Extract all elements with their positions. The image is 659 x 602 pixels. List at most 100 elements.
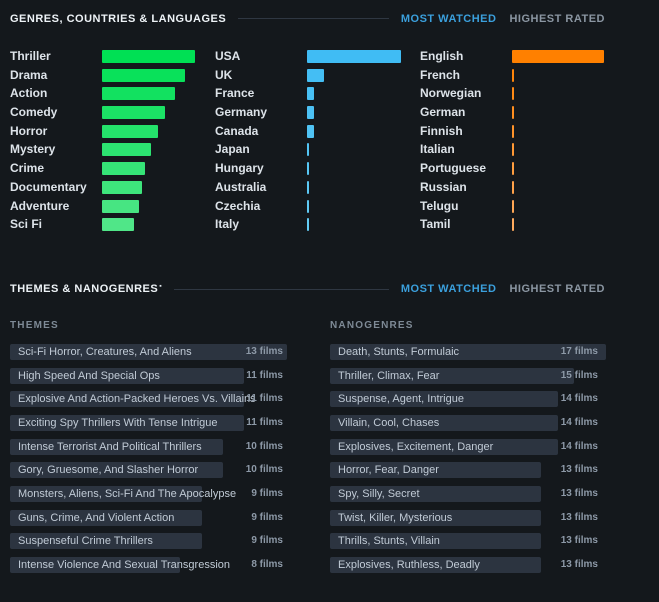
themes-bar[interactable]: Suspenseful Crime Thrillers <box>10 533 202 550</box>
genres-row: Documentary <box>10 179 195 194</box>
nanogenres-label: Villain, Cool, Chases <box>338 416 440 429</box>
nanogenres-bar[interactable]: Thrills, Stunts, Villain <box>330 533 542 550</box>
countries-bar[interactable] <box>307 199 309 213</box>
tab-highest-rated[interactable]: HIGHEST RATED <box>509 12 605 25</box>
themes-row: Explosive And Action-Packed Heroes Vs. V… <box>10 391 283 408</box>
film-count: 13 films <box>560 464 598 476</box>
languages-bar[interactable] <box>512 162 514 176</box>
languages-bar[interactable] <box>512 143 514 157</box>
languages-row: Norwegian <box>420 87 605 101</box>
genres-category-label: Documentary <box>10 179 87 194</box>
nanogenres-bar[interactable]: Thriller, Climax, Fear <box>330 367 574 384</box>
film-count: 10 films <box>245 464 283 476</box>
nanogenres-bar[interactable]: Suspense, Agent, Intrigue <box>330 391 558 408</box>
nanogenres-row: Villain, Cool, Chases 14 films <box>330 414 598 431</box>
countries-category-label: Japan <box>215 142 250 157</box>
genres-bar[interactable] <box>102 199 140 213</box>
genres-bar[interactable] <box>102 218 134 232</box>
film-count: 15 films <box>560 369 598 381</box>
languages-bar[interactable] <box>512 124 514 138</box>
nanogenres-bar[interactable]: Death, Stunts, Formulaic <box>330 343 607 360</box>
countries-row: Canada <box>215 124 400 138</box>
languages-row: German <box>420 106 605 120</box>
genres-category-label: Drama <box>10 67 48 82</box>
section-title: THEMES & NANOGENRES▪ <box>10 283 163 296</box>
languages-category-label: Telugu <box>420 198 459 213</box>
section-header-genres-countries-languages: GENRES, COUNTRIES & LANGUAGES MOST WATCH… <box>10 12 605 25</box>
themes-bar[interactable]: Intense Terrorist And Political Thriller… <box>10 438 223 455</box>
countries-category-label: Germany <box>215 105 268 120</box>
themes-bar[interactable]: Guns, Crime, And Violent Action <box>10 509 202 526</box>
tab-most-watched[interactable]: MOST WATCHED <box>400 12 497 25</box>
countries-row: Germany <box>215 105 400 120</box>
countries-bar[interactable] <box>307 143 309 157</box>
countries-bar[interactable] <box>307 162 309 176</box>
countries-bar[interactable] <box>307 180 309 194</box>
themes-bar[interactable]: Intense Violence And Sexual Transgressio… <box>10 557 230 574</box>
bar-track <box>102 180 195 194</box>
languages-bar[interactable] <box>512 87 514 101</box>
themes-bar[interactable]: Exciting Spy Thrillers With Tense Intrig… <box>10 414 245 431</box>
nanogenres-label: Spy, Silly, Secret <box>338 488 420 500</box>
nanogenres-bar[interactable]: Twist, Killer, Mysterious <box>330 509 542 526</box>
nanogenres-bar[interactable]: Horror, Fear, Danger <box>330 462 542 479</box>
tab-most-watched[interactable]: MOST WATCHED <box>400 283 497 296</box>
genres-row: Drama <box>10 67 195 82</box>
bar-track <box>307 106 400 120</box>
languages-bar[interactable] <box>512 68 514 82</box>
themes-bar[interactable]: Gory, Gruesome, And Slasher Horror <box>10 462 223 479</box>
bar-track <box>512 199 605 213</box>
genres-bar[interactable] <box>102 106 166 120</box>
countries-category-label: Italy <box>215 217 240 232</box>
genres-category-label: Adventure <box>10 198 70 213</box>
nanogenres-label: Thriller, Climax, Fear <box>338 369 440 382</box>
bar-track <box>512 50 605 63</box>
tab-highest-rated[interactable]: HIGHEST RATED <box>509 283 605 296</box>
countries-bar[interactable] <box>307 106 314 120</box>
bar-track <box>307 50 401 63</box>
themes-bar[interactable]: Monsters, Aliens, Sci-Fi And The Apocaly… <box>10 486 236 502</box>
nanogenres-bar[interactable]: Spy, Silly, Secret <box>330 486 542 502</box>
nanogenres-bar[interactable]: Explosives, Ruthless, Deadly <box>330 557 542 574</box>
languages-bar[interactable] <box>512 199 514 213</box>
nanogenres-label: Explosives, Excitement, Danger <box>338 440 494 453</box>
genres-row: Thriller <box>10 50 195 63</box>
languages-bar[interactable] <box>512 106 514 120</box>
genres-row: Sci Fi <box>10 218 195 232</box>
countries-bar[interactable] <box>307 50 401 63</box>
languages-category-label: English <box>420 49 464 63</box>
countries-bar[interactable] <box>307 124 314 138</box>
film-count: 14 films <box>560 393 598 405</box>
countries-bar[interactable] <box>307 218 309 232</box>
themes-bar[interactable]: Sci-Fi Horror, Creatures, And Aliens <box>10 343 287 360</box>
genres-row: Adventure <box>10 198 195 213</box>
nanogenres-bar[interactable]: Villain, Cool, Chases <box>330 414 558 431</box>
themes-bar[interactable]: High Speed And Special Ops <box>10 367 245 384</box>
genres-bar[interactable] <box>102 87 175 101</box>
languages-bar[interactable] <box>512 50 604 63</box>
themes-row: Exciting Spy Thrillers With Tense Intrig… <box>10 414 283 431</box>
genres-bar[interactable] <box>102 162 145 176</box>
themes-label: Gory, Gruesome, And Slasher Horror <box>18 464 199 477</box>
countries-bar[interactable] <box>307 68 324 82</box>
film-count: 13 films <box>560 511 598 523</box>
nanogenres-bar[interactable]: Explosives, Excitement, Danger <box>330 438 558 455</box>
languages-bar[interactable] <box>512 180 514 194</box>
nanogenres-row: Horror, Fear, Danger 13 films <box>330 462 598 479</box>
countries-row: Italy <box>215 217 400 232</box>
genres-bar[interactable] <box>102 50 195 63</box>
genres-bar[interactable] <box>102 180 142 194</box>
genres-bar[interactable] <box>102 68 185 82</box>
themes-row: Monsters, Aliens, Sci-Fi And The Apocaly… <box>10 486 283 502</box>
countries-category-label: France <box>215 86 255 101</box>
countries-category-label: Hungary <box>215 161 264 176</box>
nanogenres-label: Explosives, Ruthless, Deadly <box>338 559 480 572</box>
genres-bar[interactable] <box>102 143 152 157</box>
countries-category-label: Australia <box>215 179 267 194</box>
footnote-marker-icon: ▪ <box>159 283 163 291</box>
languages-row: Italian <box>420 143 605 157</box>
themes-bar[interactable]: Explosive And Action-Packed Heroes Vs. V… <box>10 391 256 408</box>
languages-bar[interactable] <box>512 218 514 232</box>
genres-bar[interactable] <box>102 124 158 138</box>
countries-bar[interactable] <box>307 87 314 101</box>
